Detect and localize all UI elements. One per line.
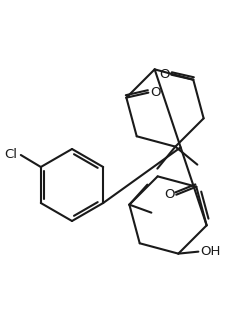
Text: OH: OH — [200, 245, 221, 258]
Text: O: O — [150, 86, 161, 99]
Text: O: O — [159, 68, 170, 81]
Text: O: O — [164, 188, 174, 201]
Text: Cl: Cl — [4, 148, 17, 161]
